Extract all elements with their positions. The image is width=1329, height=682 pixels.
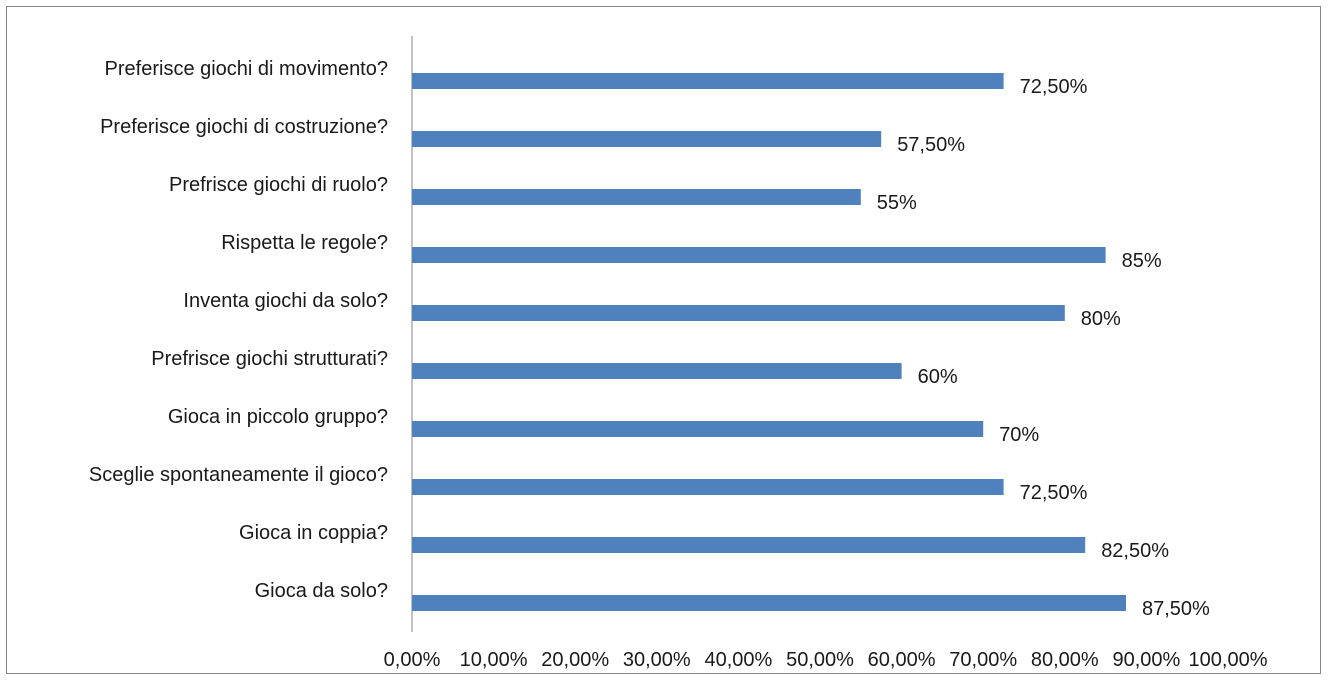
bar — [412, 421, 984, 437]
category-label: Preferisce giochi di movimento? — [105, 58, 388, 80]
bar — [412, 73, 1004, 89]
category-label: Sceglie spontaneamente il gioco? — [89, 464, 388, 486]
data-label: 80% — [1081, 308, 1121, 330]
data-label: 85% — [1122, 250, 1162, 272]
bar — [412, 189, 861, 205]
category-label: Preferisce giochi di costruzione? — [100, 116, 388, 138]
bar — [412, 363, 902, 379]
x-tick-label: 80,00% — [1031, 649, 1099, 671]
x-tick-label: 50,00% — [786, 649, 854, 671]
data-label: 72,50% — [1020, 76, 1088, 98]
bar — [412, 305, 1065, 321]
x-tick-label: 90,00% — [1112, 649, 1180, 671]
bar — [412, 595, 1126, 611]
x-tick-label: 40,00% — [704, 649, 772, 671]
x-tick-label: 100,00% — [1189, 649, 1268, 671]
x-tick-label: 60,00% — [868, 649, 936, 671]
bar — [412, 537, 1086, 553]
x-tick-label: 70,00% — [949, 649, 1017, 671]
x-tick-label: 10,00% — [460, 649, 528, 671]
chart-frame — [6, 6, 1321, 674]
data-label: 57,50% — [897, 134, 965, 156]
data-label: 60% — [918, 366, 958, 388]
category-label: Prefrisce giochi di ruolo? — [169, 174, 388, 196]
category-label: Gioca da solo? — [255, 580, 388, 602]
x-tick-label: 0,00% — [384, 649, 441, 671]
category-label: Prefrisce giochi strutturati? — [151, 348, 388, 370]
category-label: Gioca in piccolo gruppo? — [168, 406, 388, 428]
x-tick-label: 20,00% — [541, 649, 609, 671]
data-label: 70% — [999, 424, 1039, 446]
x-tick-label: 30,00% — [623, 649, 691, 671]
data-label: 72,50% — [1020, 482, 1088, 504]
data-label: 87,50% — [1142, 598, 1210, 620]
category-label: Inventa giochi da solo? — [183, 290, 388, 312]
bar — [412, 131, 882, 147]
category-label: Rispetta le regole? — [221, 232, 388, 254]
bar — [412, 479, 1004, 495]
data-label: 55% — [877, 192, 917, 214]
data-label: 82,50% — [1101, 540, 1169, 562]
category-label: Gioca in coppia? — [239, 522, 388, 544]
bar — [412, 247, 1106, 263]
